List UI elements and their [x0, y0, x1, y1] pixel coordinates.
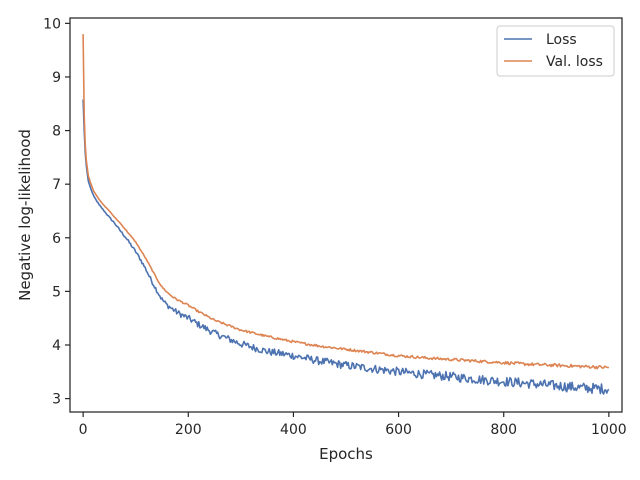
series-layer: [82, 34, 610, 395]
x-tick-label: 200: [175, 422, 202, 438]
legend-label-val-loss: Val. loss: [546, 54, 603, 70]
legend: Loss Val. loss: [496, 25, 615, 77]
y-tick-label: 10: [43, 16, 61, 32]
x-tick-label: 1000: [591, 422, 627, 438]
x-tick-label: 600: [385, 422, 412, 438]
x-tick-label: 0: [79, 422, 88, 438]
y-tick-label: 4: [52, 338, 61, 354]
y-tick-label: 9: [52, 70, 61, 86]
y-tick-label: 6: [52, 231, 61, 247]
x-tick-label: 800: [490, 422, 517, 438]
x-tick-label: 400: [280, 422, 307, 438]
x-axis-label: Epochs: [319, 445, 373, 463]
x-axis: 0 200 400 600 800 1000: [79, 412, 627, 438]
y-axis-label: Negative log-likelihood: [16, 129, 34, 301]
y-tick-label: 7: [52, 177, 61, 193]
series-line-loss: [82, 99, 610, 395]
y-tick-label: 5: [52, 284, 61, 300]
y-axis: 3 4 5 6 7 8 9 10: [43, 16, 70, 408]
series-line-val-loss: [82, 34, 610, 370]
legend-label-loss: Loss: [546, 32, 577, 48]
plot-frame: [69, 17, 623, 413]
y-tick-label: 3: [52, 392, 61, 408]
y-tick-label: 8: [52, 124, 61, 140]
